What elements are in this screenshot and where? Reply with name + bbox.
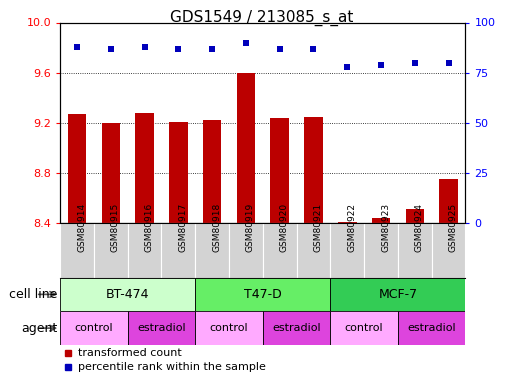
Point (73, 44, 81, 50)
Bar (60, 223, 94, 278)
Text: estradiol: estradiol (272, 323, 321, 333)
Bar (263, 311, 331, 345)
Text: GSM80924: GSM80924 (415, 203, 424, 252)
Text: MCF-7: MCF-7 (378, 288, 417, 301)
Text: control: control (210, 323, 248, 333)
Bar (297, 223, 331, 278)
Text: estradiol: estradiol (137, 323, 186, 333)
Text: control: control (345, 323, 383, 333)
Bar (236, 73, 255, 223)
Bar (405, 209, 424, 223)
Point (309, 46, 317, 52)
Point (242, 40, 250, 46)
Text: percentile rank within the sample: percentile rank within the sample (78, 362, 266, 372)
Bar (331, 223, 364, 278)
Point (343, 64, 351, 70)
Text: control: control (75, 323, 113, 333)
Point (377, 62, 385, 68)
Text: GDS1549 / 213085_s_at: GDS1549 / 213085_s_at (170, 9, 353, 26)
Bar (372, 218, 390, 223)
Bar (270, 118, 289, 223)
Bar (364, 223, 398, 278)
Bar (331, 278, 465, 311)
Text: GSM80917: GSM80917 (178, 203, 187, 252)
Bar (431, 223, 465, 278)
Point (276, 46, 284, 52)
Text: GSM80914: GSM80914 (77, 203, 86, 252)
Bar (135, 113, 154, 223)
Bar (94, 223, 128, 278)
Text: cell line: cell line (9, 288, 58, 301)
Text: transformed count: transformed count (78, 348, 182, 358)
Text: GSM80915: GSM80915 (111, 203, 120, 252)
Point (411, 60, 419, 66)
Text: GSM80919: GSM80919 (246, 203, 255, 252)
Bar (203, 120, 221, 223)
Text: GSM80920: GSM80920 (280, 203, 289, 252)
Bar (398, 311, 465, 345)
Bar (162, 223, 195, 278)
Bar (338, 222, 357, 223)
Point (174, 46, 183, 52)
Bar (331, 311, 398, 345)
Text: GSM80925: GSM80925 (449, 203, 458, 252)
Text: T47-D: T47-D (244, 288, 282, 301)
Bar (195, 278, 331, 311)
Bar (304, 117, 323, 223)
Text: GSM80916: GSM80916 (144, 203, 154, 252)
Bar (128, 223, 162, 278)
Point (208, 46, 217, 52)
Bar (169, 122, 188, 223)
Text: agent: agent (21, 322, 58, 334)
Bar (60, 278, 195, 311)
Bar (195, 223, 229, 278)
Bar (263, 223, 297, 278)
Bar (60, 311, 128, 345)
Bar (398, 223, 431, 278)
Bar (229, 223, 263, 278)
Bar (439, 179, 458, 223)
Point (140, 44, 149, 50)
Bar (101, 123, 120, 223)
Text: GSM80921: GSM80921 (313, 203, 323, 252)
Text: GSM80922: GSM80922 (347, 203, 356, 252)
Text: GSM80918: GSM80918 (212, 203, 221, 252)
Point (445, 60, 453, 66)
Text: estradiol: estradiol (407, 323, 456, 333)
Bar (68, 114, 86, 223)
Text: BT-474: BT-474 (106, 288, 150, 301)
Bar (195, 311, 263, 345)
Text: GSM80923: GSM80923 (381, 203, 390, 252)
Point (107, 46, 115, 52)
Bar (128, 311, 195, 345)
